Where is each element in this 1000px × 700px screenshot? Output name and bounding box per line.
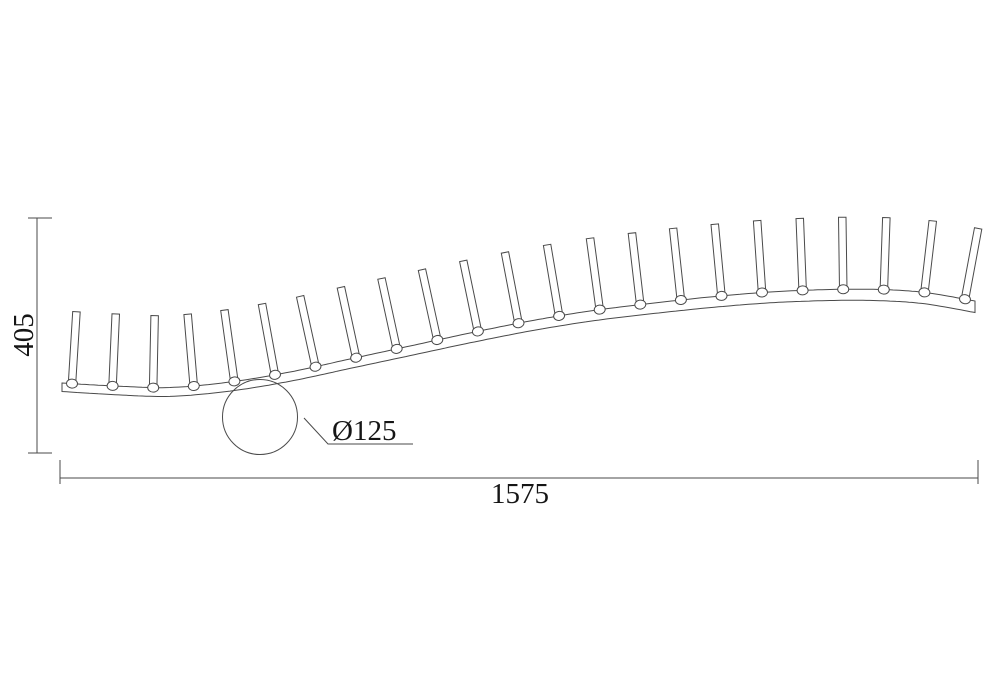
pin-foot [593, 304, 606, 315]
pin-foot [147, 382, 160, 393]
pin-foot [796, 285, 809, 296]
pin-foot [634, 299, 647, 310]
pin-foot [106, 380, 119, 391]
pin-foot [512, 318, 525, 329]
pin [960, 227, 983, 301]
pin [920, 219, 938, 294]
diameter-leader-line [303, 417, 413, 445]
pin [67, 310, 81, 385]
pin [257, 302, 280, 377]
curved-band [61, 288, 976, 397]
pin [183, 313, 199, 387]
pin-foot [309, 361, 322, 372]
pin-foot [837, 284, 850, 295]
pin-foot [187, 380, 200, 392]
pin-foot [431, 334, 444, 346]
pin [752, 219, 767, 294]
pin [879, 216, 891, 291]
diameter-label: Ø125 [332, 415, 396, 447]
pin [668, 227, 686, 301]
pin [148, 314, 159, 389]
pin [377, 277, 401, 351]
height-dimension-label: 405 [8, 313, 40, 357]
pin-foot [918, 287, 931, 298]
pin-foot [269, 369, 281, 380]
pin-foot [756, 287, 768, 298]
pin-foot [66, 378, 78, 389]
pin-foot [471, 326, 484, 337]
pin-foot [715, 290, 728, 301]
pin-foot [553, 310, 566, 321]
pin [336, 285, 361, 360]
pin [220, 309, 239, 383]
pin [108, 313, 121, 387]
pin [710, 223, 726, 297]
pin [542, 243, 564, 318]
pin-foot [877, 284, 890, 295]
pin [459, 259, 483, 333]
pin [795, 217, 807, 292]
pin-foot [674, 294, 687, 306]
pin [295, 294, 320, 369]
pin [585, 237, 604, 311]
roller-circle [222, 379, 298, 455]
pin-foot [228, 376, 241, 387]
width-dimension-label: 1575 [491, 478, 549, 510]
pin [417, 268, 442, 342]
drawing-layer [28, 216, 983, 484]
pin [837, 216, 848, 290]
pin [500, 251, 523, 325]
pin-foot [350, 352, 363, 363]
pin [627, 232, 645, 306]
pin-foot [390, 343, 403, 354]
pin-foot [959, 294, 971, 305]
